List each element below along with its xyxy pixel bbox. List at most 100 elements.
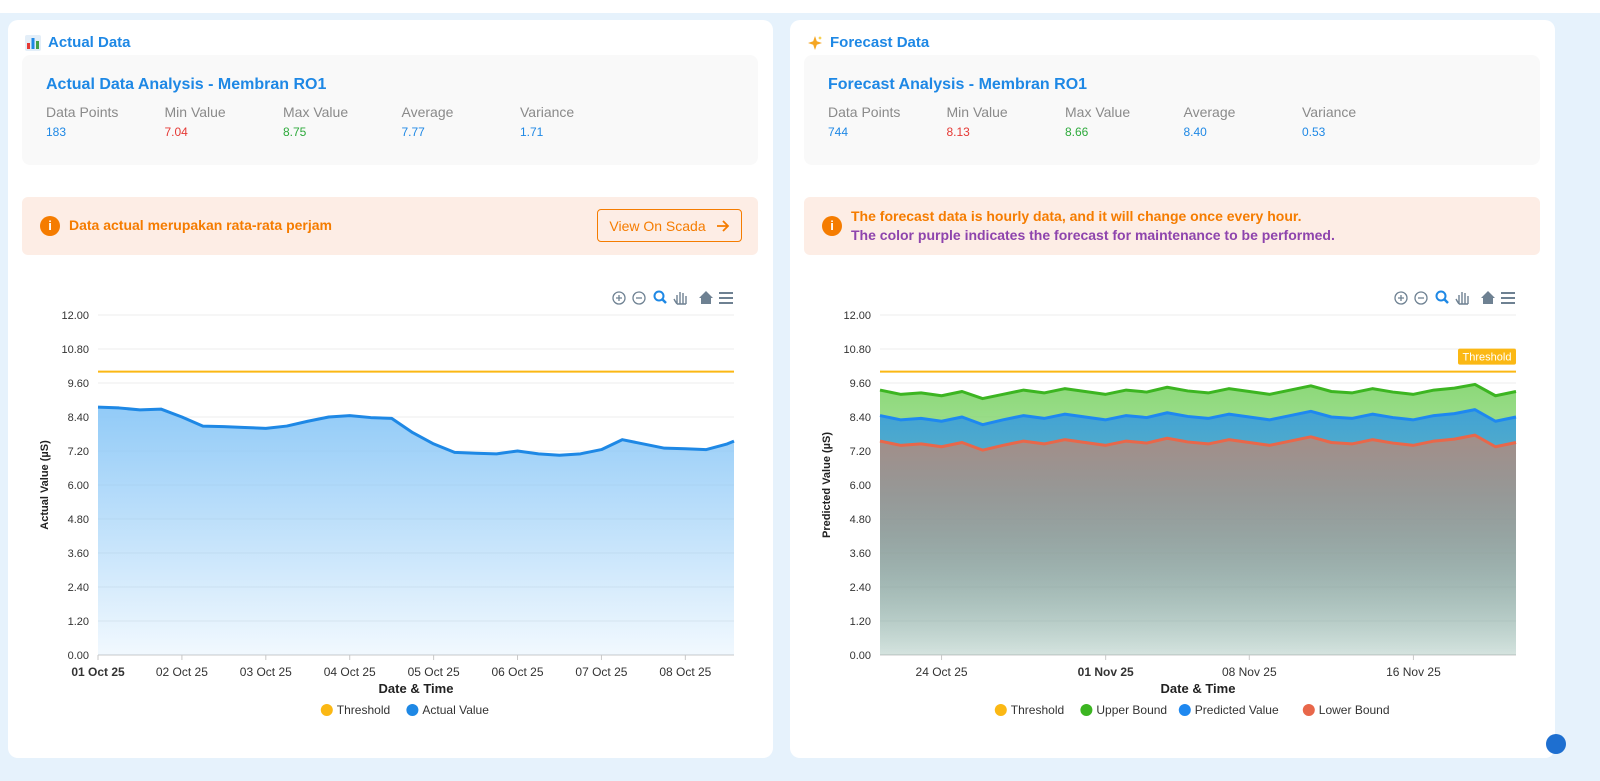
panel-header: Forecast Data <box>807 34 929 51</box>
stat: Data Points 183 <box>46 104 164 139</box>
view-scada-button[interactable]: View On Scada <box>597 209 742 242</box>
x-tick-label: 06 Oct 25 <box>492 665 544 679</box>
x-tick-label: 08 Oct 25 <box>659 665 711 679</box>
y-tick-label: 4.80 <box>850 514 871 526</box>
legend-marker <box>320 704 333 716</box>
legend-label: Threshold <box>1011 703 1064 717</box>
x-axis-title: Date & Time <box>379 681 454 696</box>
legend-marker <box>1080 704 1093 716</box>
stat: Min Value 8.13 <box>947 104 1065 139</box>
stat: Min Value 7.04 <box>165 104 283 139</box>
chart-icon <box>25 34 41 51</box>
stats-title: Forecast Analysis - Membran RO1 <box>828 76 1088 93</box>
stat: Max Value 8.66 <box>1065 104 1183 139</box>
y-axis-title: Actual Value (µS) <box>39 440 51 530</box>
stat: Data Points 744 <box>828 104 946 139</box>
sparkle-icon <box>808 35 822 50</box>
y-tick-label: 9.60 <box>850 378 871 390</box>
y-tick-label: 6.00 <box>68 480 89 492</box>
pan-icon <box>1455 292 1469 305</box>
zoom-out-icon <box>1414 291 1428 305</box>
stat-label: Average <box>401 104 454 120</box>
toolbar <box>1394 290 1515 305</box>
stat-label: Average <box>1183 104 1236 120</box>
zoom-in-icon <box>612 291 626 305</box>
forecast-panel: Forecast Data Forecast Analysis - Membra… <box>790 20 1555 758</box>
series-line <box>879 433 1517 452</box>
y-tick-label: 10.80 <box>61 344 89 356</box>
alert-text: The forecast data is hourly data, and it… <box>851 208 1302 224</box>
stat-value: 1.71 <box>520 125 544 139</box>
alert: i Data actual merupakan rata-rata perjam… <box>22 197 758 255</box>
alert-text: The color purple indicates the forecast … <box>851 227 1335 243</box>
y-tick-label: 0.00 <box>850 650 871 662</box>
y-tick-label: 0.00 <box>68 650 89 662</box>
stat-value: 7.77 <box>401 125 425 139</box>
area-fill <box>880 435 1516 655</box>
info-icon: i <box>40 216 60 236</box>
zoom-in-icon <box>1394 291 1408 305</box>
stat-value: 8.75 <box>283 125 307 139</box>
stat: Average 8.40 <box>1184 104 1302 139</box>
zoom-icon <box>1443 298 1449 304</box>
y-tick-label: 8.40 <box>68 412 89 424</box>
area-fill <box>98 407 734 655</box>
legend-label: Predicted Value <box>1195 703 1279 717</box>
info-icon: i <box>822 216 842 236</box>
stat-label: Min Value <box>946 104 1008 120</box>
stat-value: 183 <box>46 125 67 139</box>
y-tick-label: 9.60 <box>68 378 89 390</box>
x-axis-title: Date & Time <box>1161 681 1236 696</box>
x-tick-label: 02 Oct 25 <box>156 665 208 679</box>
zoom-icon <box>653 290 665 302</box>
stat-value: 7.04 <box>164 125 188 139</box>
y-axis-title: Predicted Value (µS) <box>821 432 833 538</box>
zoom-icon <box>661 298 667 304</box>
zoom-out-icon <box>632 291 646 305</box>
panel-header: Actual Data <box>25 34 131 51</box>
y-tick-label: 6.00 <box>850 480 871 492</box>
stats-card: Forecast Analysis - Membran RO1 Data Poi… <box>804 55 1540 165</box>
stat: Variance 1.71 <box>520 104 638 139</box>
y-tick-label: 10.80 <box>843 344 871 356</box>
toolbar <box>612 290 733 305</box>
panel-title: Forecast Data <box>830 34 930 51</box>
stat-value: 8.13 <box>946 125 970 139</box>
stats-card: Actual Data Analysis - Membran RO1 Data … <box>22 55 758 165</box>
chart: 0.00 1.20 2.40 3.60 4.80 6.00 7.20 8.40 9.60 10.8… <box>39 290 735 717</box>
panel-title: Actual Data <box>48 34 131 51</box>
y-tick-label: 7.20 <box>850 446 871 458</box>
legend-label: Lower Bound <box>1319 703 1390 717</box>
stat-label: Data Points <box>828 104 901 120</box>
home-icon <box>1481 291 1495 304</box>
x-tick-label: 01 Nov 25 <box>1078 665 1134 679</box>
zoom-in-icon <box>616 295 622 301</box>
stat-label: Max Value <box>1065 104 1131 120</box>
floating-button[interactable] <box>1546 734 1566 754</box>
stat-label: Variance <box>520 104 575 120</box>
arrow-icon <box>716 219 729 232</box>
chart: 0.00 1.20 2.40 3.60 4.80 6.00 7.20 8.40 9.60 10.8… <box>821 290 1517 717</box>
y-tick-label: 2.40 <box>850 582 871 594</box>
alert-text: Data actual merupakan rata-rata perjam <box>69 217 332 233</box>
menu-icon <box>1501 292 1515 304</box>
stat-value: 8.66 <box>1065 125 1089 139</box>
stat-label: Min Value <box>164 104 226 120</box>
y-tick-label: 12.00 <box>61 310 89 322</box>
alert: i The forecast data is hourly data, and … <box>804 197 1540 255</box>
threshold-tag-label: Threshold <box>1463 352 1512 364</box>
y-tick-label: 2.40 <box>68 582 89 594</box>
stat: Max Value 8.75 <box>283 104 401 139</box>
stat-value: 0.53 <box>1302 125 1326 139</box>
stat-value: 8.40 <box>1183 125 1207 139</box>
stats-title: Actual Data Analysis - Membran RO1 <box>46 76 327 93</box>
legend-label: Actual Value <box>422 703 489 717</box>
series-line <box>879 382 1517 401</box>
stat-label: Max Value <box>283 104 349 120</box>
home-icon <box>699 291 713 304</box>
legend-label: Upper Bound <box>1096 703 1167 717</box>
x-tick-label: 03 Oct 25 <box>240 665 292 679</box>
button-label: View On Scada <box>609 217 706 234</box>
x-tick-label: 24 Oct 25 <box>916 665 968 679</box>
pan-icon <box>673 292 687 305</box>
